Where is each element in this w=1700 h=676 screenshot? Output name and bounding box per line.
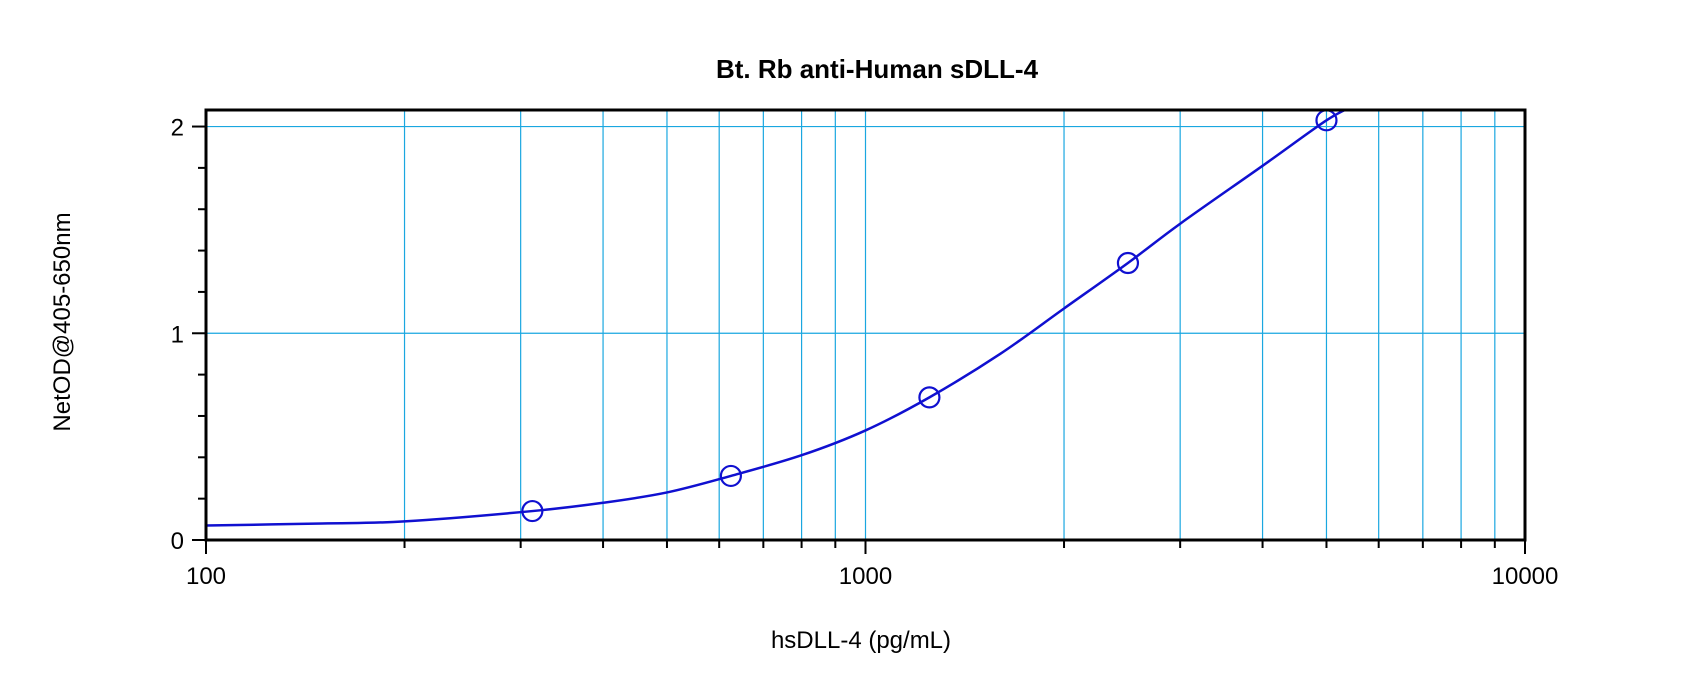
data-points <box>521 109 1338 523</box>
chart-title: Bt. Rb anti-Human sDLL-4 <box>716 54 1039 84</box>
x-axis-label: hsDLL-4 (pg/mL) <box>771 627 951 654</box>
x-tick-label: 1000 <box>839 563 892 590</box>
data-point <box>918 386 941 409</box>
gridlines <box>205 110 1525 541</box>
fit-curve <box>206 110 1348 527</box>
x-tick-label: 100 <box>186 563 226 590</box>
axis-ticks: 0 1 2 100 1000 10000 <box>171 115 1559 590</box>
y-tick-label: 2 <box>171 115 184 142</box>
data-point <box>521 499 544 523</box>
y-axis-label: NetOD@405-650nm <box>49 212 76 431</box>
data-point <box>1116 251 1140 275</box>
fit-curve-layer <box>206 110 1348 527</box>
y-tick-label: 0 <box>171 528 184 555</box>
data-point <box>719 464 742 488</box>
y-tick-label: 1 <box>171 321 184 348</box>
x-tick-label: 10000 <box>1492 563 1559 590</box>
